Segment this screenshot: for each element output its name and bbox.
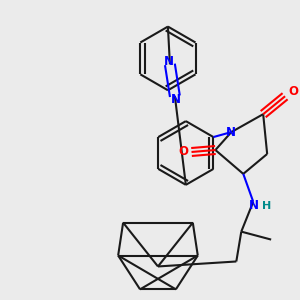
Text: O: O <box>288 85 298 98</box>
Text: N: N <box>171 93 181 106</box>
Text: N: N <box>249 199 259 212</box>
Text: H: H <box>262 201 271 211</box>
Text: N: N <box>226 126 236 139</box>
Text: O: O <box>178 146 189 158</box>
Text: N: N <box>164 55 174 68</box>
